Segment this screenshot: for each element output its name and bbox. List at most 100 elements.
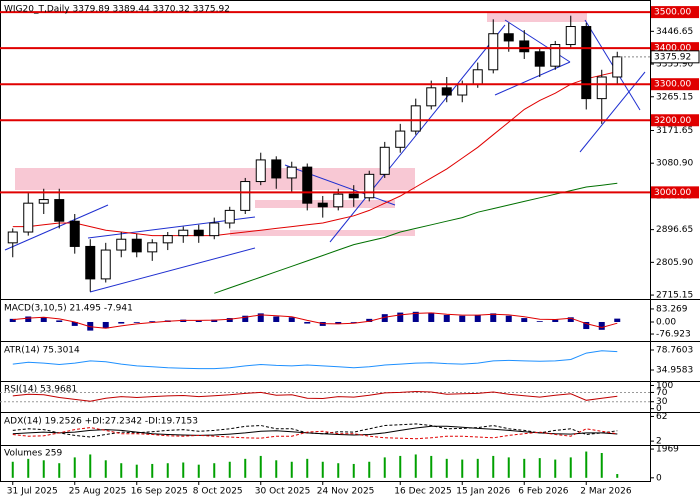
bar	[554, 459, 557, 478]
bar	[321, 461, 324, 478]
candle-body	[286, 166, 297, 179]
bar	[102, 321, 109, 329]
indicator-line	[12, 425, 618, 436]
candle-body	[85, 245, 96, 280]
zone	[230, 230, 415, 236]
bar	[257, 313, 264, 322]
last-price-box	[650, 50, 700, 64]
y-tick-label: 2715.15	[656, 291, 693, 301]
bar	[25, 316, 32, 322]
bar	[104, 460, 107, 478]
bar	[40, 317, 47, 322]
signal-line	[12, 312, 618, 329]
candle-body	[379, 146, 390, 175]
bar	[459, 315, 466, 322]
bar	[118, 321, 125, 324]
y-tick-label: 100	[656, 381, 673, 391]
bar	[552, 319, 559, 322]
bar	[490, 313, 497, 322]
candle-body	[364, 173, 375, 199]
bar	[195, 320, 202, 322]
candle-body	[178, 229, 189, 237]
candle-body	[224, 209, 235, 224]
bar	[507, 457, 510, 478]
y-tick-label: 3446.65	[656, 27, 693, 37]
y-tick-label: 30	[656, 397, 668, 407]
candle-body	[147, 242, 158, 253]
candle-body	[302, 166, 313, 204]
bar	[244, 458, 247, 478]
bar	[11, 461, 14, 478]
candle-body	[550, 44, 561, 67]
candle-body	[317, 202, 328, 208]
y-tick-label: 70	[656, 388, 668, 398]
bar	[461, 459, 464, 478]
bar	[133, 321, 140, 323]
level-label: 3200.00	[654, 116, 691, 126]
bar	[445, 458, 448, 478]
y-tick-label: 2	[656, 437, 662, 447]
candle-body	[38, 199, 49, 204]
candle-body	[519, 40, 530, 53]
y-tick-label: 2805.90	[656, 258, 693, 268]
bar	[430, 455, 433, 478]
candle-body	[333, 193, 344, 208]
bar	[58, 463, 61, 478]
frame	[0, 0, 700, 482]
zone	[487, 12, 587, 22]
x-tick-label: 16 Sep 2025	[131, 487, 188, 497]
trend-line	[329, 24, 506, 243]
bar	[414, 454, 417, 478]
bar	[27, 458, 30, 478]
candle-body	[410, 105, 421, 132]
bar	[335, 321, 342, 324]
bar	[383, 457, 386, 478]
candle-body	[23, 202, 34, 233]
y-tick-label: 78.7603	[656, 346, 693, 356]
bar	[583, 321, 590, 330]
y-tick-label: 0.00	[656, 317, 676, 327]
candle-body	[581, 26, 592, 100]
candle-body	[596, 76, 607, 100]
y-tick-label: 34.9583	[656, 366, 693, 376]
y-tick-label: 3171.65	[656, 126, 693, 136]
y-tick-label: 62	[656, 412, 667, 422]
bar	[151, 463, 154, 478]
candle-body	[472, 69, 483, 85]
candle-body	[193, 229, 204, 237]
x-tick-label: 31 Jul 2025	[7, 487, 58, 497]
x-tick-label: 6 Feb 2026	[518, 487, 569, 497]
trend-line	[494, 61, 571, 96]
candle-body	[271, 159, 282, 179]
candle-body	[209, 222, 220, 237]
bar	[42, 460, 45, 478]
level-label-box	[651, 186, 699, 199]
bar	[443, 314, 450, 322]
candle-body	[54, 199, 65, 222]
bar	[166, 463, 169, 478]
trend-line	[579, 71, 646, 153]
candle-body	[7, 231, 18, 244]
y-tick-label: 3355.90	[656, 60, 693, 70]
zone	[15, 168, 415, 190]
candle-body	[441, 87, 452, 96]
candle-body	[488, 33, 499, 71]
panel-title: MACD(3,10,5) 21.495 -7.941	[4, 304, 133, 314]
bar	[585, 451, 588, 478]
candle-body	[348, 193, 359, 199]
bar	[492, 455, 495, 478]
candle-body	[534, 51, 545, 67]
bar	[412, 311, 419, 322]
bar	[288, 317, 295, 322]
bar	[197, 464, 200, 478]
bar	[337, 463, 340, 478]
level-label: 3000.00	[654, 188, 691, 198]
bar	[381, 314, 388, 322]
panel-title: RSI(14) 53.9681	[4, 385, 77, 395]
bar	[73, 457, 76, 478]
bar	[474, 314, 481, 322]
bar	[135, 464, 138, 478]
bar	[273, 316, 280, 322]
last-price-label: 3375.92	[654, 52, 691, 62]
level-label: 3400.00	[654, 44, 691, 54]
